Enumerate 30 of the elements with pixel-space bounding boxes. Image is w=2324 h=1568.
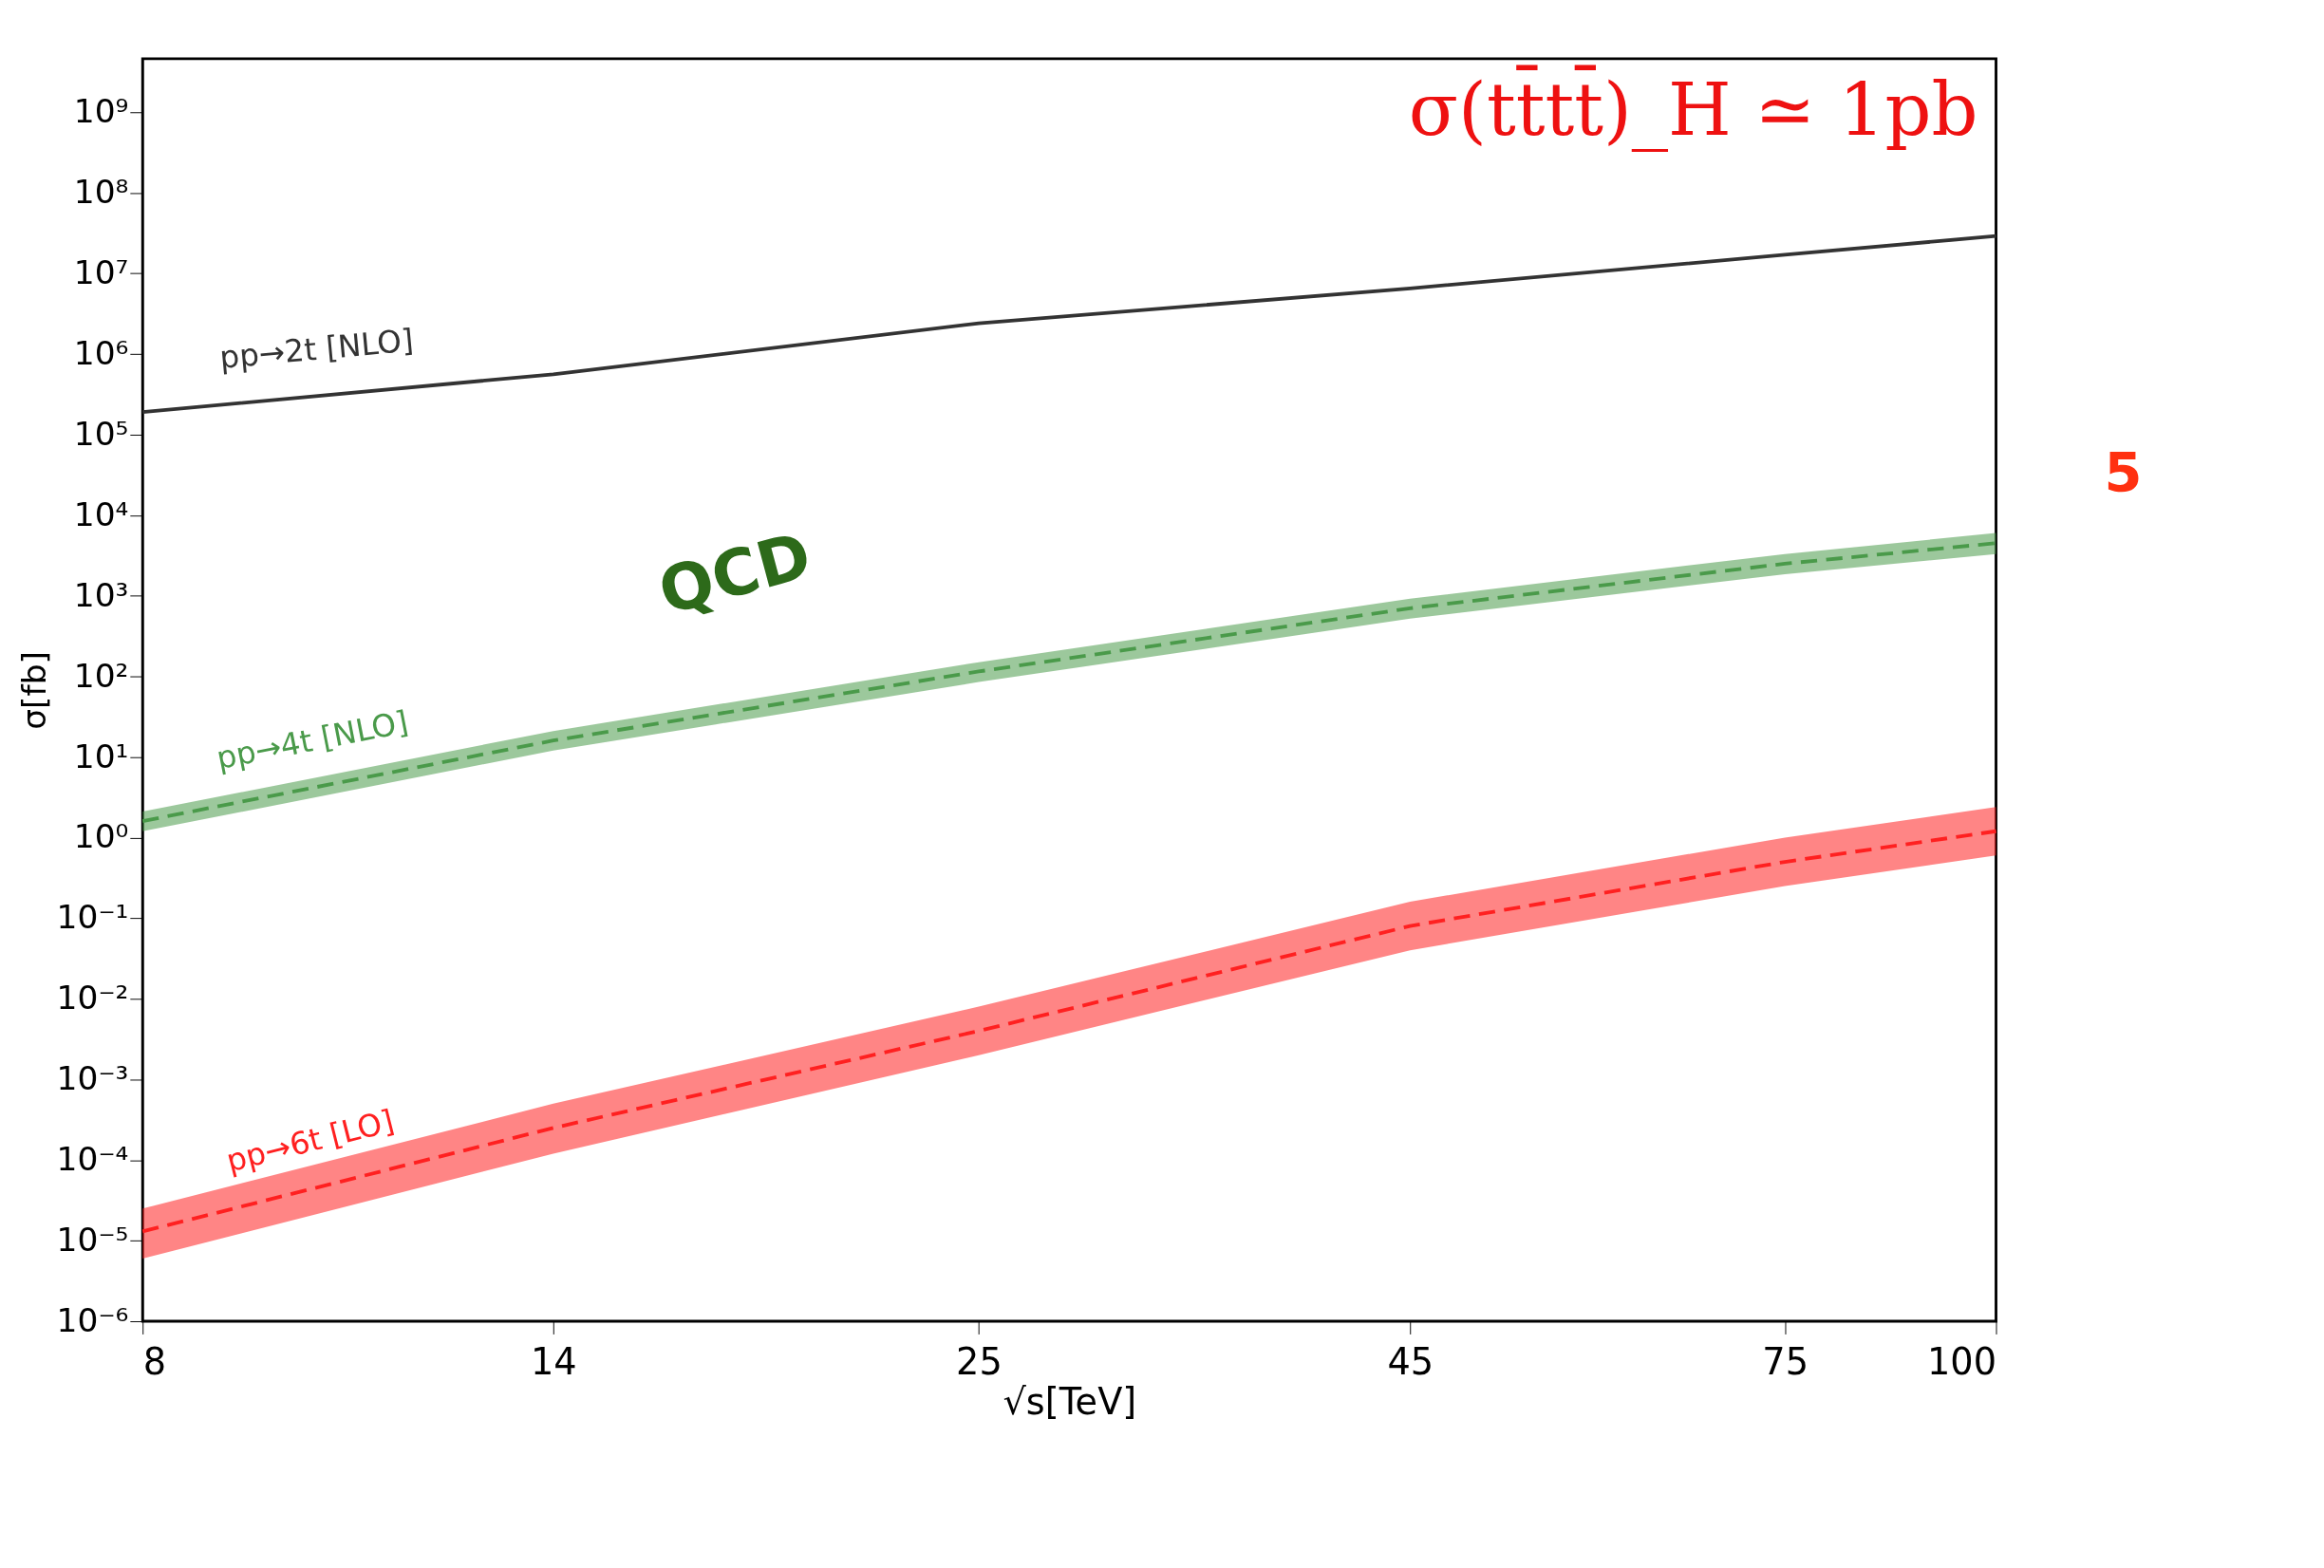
text: 5 xyxy=(2104,441,2143,506)
y-tick-label: 10⁻¹ xyxy=(56,898,129,937)
y-axis-title: σ[fb] xyxy=(15,651,54,730)
annotation: σ(tt̄tt̄)_H ≃ 1pb xyxy=(1408,64,1978,153)
x-tick-label: 45 xyxy=(1387,1340,1434,1384)
y-tick-label: 10⁷ xyxy=(73,252,129,291)
y-tick-label: 10⁻² xyxy=(56,979,129,1017)
y-tick-label: 10⁹ xyxy=(73,92,129,131)
y-tick-label: 10⁸ xyxy=(73,173,129,212)
y-tick-label: 10⁻⁶ xyxy=(56,1301,129,1340)
x-tick-label: 25 xyxy=(956,1340,1003,1384)
x-tick-label: 8 xyxy=(142,1340,167,1384)
text: pp→2t [NLO] xyxy=(217,322,415,377)
y-tick-label: 10⁻⁴ xyxy=(56,1140,129,1179)
x-tick-label: 75 xyxy=(1762,1340,1809,1384)
x-tick-label: 100 xyxy=(1926,1340,1996,1384)
y-tick-label: 10⁶ xyxy=(73,333,129,372)
y-tick-label: 10¹ xyxy=(73,737,129,775)
y-tick-label: 10⁰ xyxy=(73,817,129,856)
y-tick-label: 10⁴ xyxy=(73,495,129,533)
annotation: QCD xyxy=(651,517,819,629)
y-tick-label: 10⁻⁵ xyxy=(56,1221,129,1260)
y-tick-label: 10⁻³ xyxy=(56,1059,129,1098)
y-tick-label: 10² xyxy=(73,656,129,695)
y-tick-label: 10³ xyxy=(73,575,129,614)
x-axis-title: √s[TeV] xyxy=(1003,1380,1137,1424)
text: pp→4t [NLO] xyxy=(213,703,411,777)
y-tick-label: 10⁵ xyxy=(73,414,129,453)
text: pp→6t [LO] xyxy=(222,1102,398,1180)
x-tick-label: 14 xyxy=(530,1340,577,1384)
